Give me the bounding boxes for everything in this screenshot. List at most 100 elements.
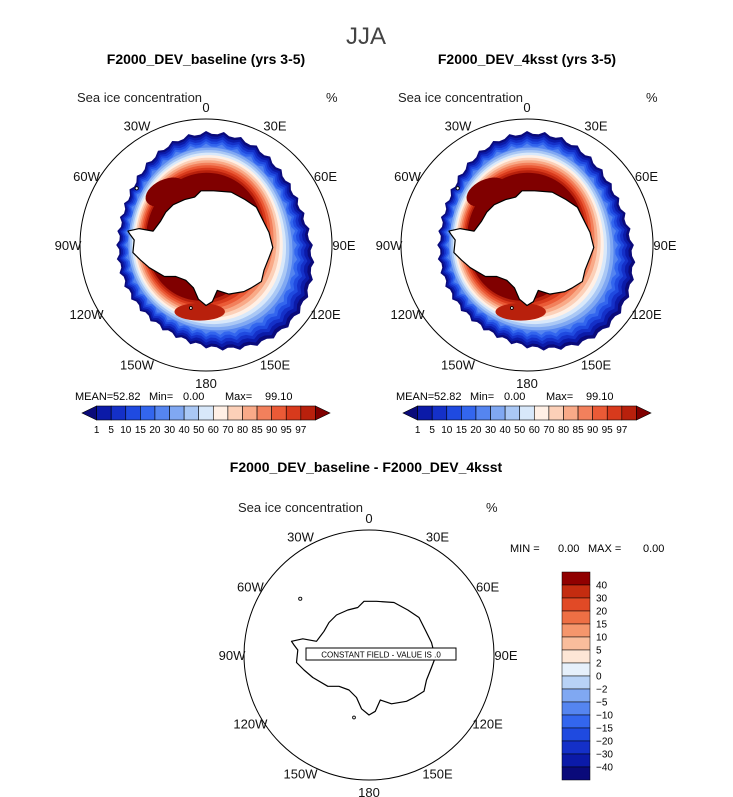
lon-label: 30W <box>124 119 151 134</box>
lon-label: 0 <box>365 511 372 526</box>
variable-label: Sea ice concentration <box>77 90 202 105</box>
antarctica-outline <box>127 190 274 307</box>
colorbar-tick-label: 10 <box>120 425 132 436</box>
stats-line: MEAN= 52.82 Min= 0.00 Max= 99.10 <box>396 391 614 403</box>
lon-label: 90W <box>376 238 403 253</box>
ross-high <box>495 302 546 321</box>
map-boundary <box>79 118 333 372</box>
colorbar-tick-label: 5 <box>108 425 114 436</box>
colorbar-triangle-low <box>402 405 418 421</box>
colorbar-cell <box>561 688 591 703</box>
constant-field-frame <box>305 647 457 661</box>
panel-title: F2000_DEV_4ksst (yrs 3-5) <box>438 51 616 67</box>
colorbar-cell <box>577 405 593 421</box>
lon-label: 120W <box>391 307 426 322</box>
lon-label: 30E <box>263 119 286 134</box>
max-label: Max= <box>546 391 573 403</box>
colorbar-tick-label: 1 <box>415 425 421 436</box>
lon-label: 0 <box>523 100 530 115</box>
lon-label: 0 <box>202 100 209 115</box>
colorbar-tick-label: 85 <box>573 425 585 436</box>
lon-label: 180 <box>516 376 538 391</box>
mean-label: MEAN= <box>75 391 113 403</box>
colorbar-tick-label: 70 <box>543 425 555 436</box>
island <box>134 186 139 191</box>
colorbar-tick-label: 85 <box>252 425 264 436</box>
colorbar-tick-label: −5 <box>596 698 608 709</box>
island <box>298 596 303 601</box>
colorbar-tick-label: 97 <box>616 425 628 436</box>
lon-label: 30W <box>445 119 472 134</box>
colorbar-tick-label: 30 <box>485 425 497 436</box>
min-label: Min= <box>470 391 494 403</box>
colorbar-tick-label: 80 <box>237 425 249 436</box>
lon-label: 120E <box>631 307 662 322</box>
panel-difference: F2000_DEV_baseline - F2000_DEV_4ksst Sea… <box>219 459 665 797</box>
colorbar-tick-label: 30 <box>164 425 176 436</box>
colorbar-tick-label: −10 <box>596 711 613 722</box>
colorbar-triangle-low <box>81 405 97 421</box>
mean-label: MEAN= <box>396 391 434 403</box>
colorbar-cell <box>561 675 591 690</box>
min-label: MIN = <box>510 543 540 555</box>
colorbar-tick-label: −40 <box>596 763 613 774</box>
lon-label: 180 <box>195 376 217 391</box>
colorbar-tick-label: −30 <box>596 750 613 761</box>
colorbar-cell <box>183 405 200 421</box>
lon-label: 120E <box>472 717 503 732</box>
colorbar-tick-label: 5 <box>596 646 602 657</box>
colorbar-cell <box>561 610 591 625</box>
colorbar-tick-label: 15 <box>135 425 147 436</box>
colorbar: 1 5 10 15 20 30 40 50 60 70 80 85 90 95 97 <box>402 405 652 436</box>
weddell-max <box>466 177 507 207</box>
max-label: Max= <box>225 391 252 403</box>
colorbar-cell <box>169 405 185 421</box>
colorbar-tick-label: 60 <box>208 425 220 436</box>
lon-label: 150W <box>441 358 476 373</box>
lon-label: 150E <box>581 358 612 373</box>
colorbar-cell <box>504 405 521 421</box>
colorbar-tick-label: −15 <box>596 724 613 735</box>
colorbar-cell <box>561 623 591 638</box>
lon-label: 180 <box>358 785 380 797</box>
colorbar-cell <box>417 405 433 421</box>
panel-title: F2000_DEV_baseline - F2000_DEV_4ksst <box>230 459 503 475</box>
min-label: Min= <box>149 391 173 403</box>
colorbar-cell <box>561 649 591 664</box>
lon-label: 90W <box>219 648 246 663</box>
lon-label: 60E <box>314 169 337 184</box>
colorbar-cell <box>110 405 127 421</box>
mean-value: 52.82 <box>434 391 462 403</box>
colorbar-tick-label: 70 <box>222 425 234 436</box>
colorbar-cell <box>519 405 535 421</box>
colorbar-cell <box>561 753 591 768</box>
lon-label: 150W <box>284 767 319 782</box>
units-label: % <box>646 90 658 105</box>
colorbar-cell <box>256 405 272 421</box>
panel-title: F2000_DEV_baseline (yrs 3-5) <box>107 51 305 67</box>
lon-label: 90W <box>55 238 82 253</box>
colorbar-tick-label: 40 <box>500 425 512 436</box>
colorbar-cell <box>561 597 591 612</box>
ross-high <box>174 302 225 321</box>
colorbar-triangle-high <box>315 405 331 421</box>
polar-map: 0 30E 60E 90E 120E 150E 180 150W 120W 90W 60W 30W <box>376 100 677 391</box>
colorbar-tick-label: 90 <box>266 425 278 436</box>
colorbar-cell <box>561 714 591 729</box>
colorbar-cell <box>125 405 141 421</box>
antarctica-outline <box>448 190 595 307</box>
lon-label: 120E <box>310 307 341 322</box>
colorbar-tick-label: 95 <box>602 425 614 436</box>
polar-map: 0 30E 60E 90E 120E 150E 180 150W 120W 90W 60W 30W <box>55 100 356 391</box>
min-value: 0.00 <box>183 391 204 403</box>
colorbar-cell <box>431 405 448 421</box>
figure-title: JJA <box>346 23 386 50</box>
panel-4ksst: F2000_DEV_4ksst (yrs 3-5) Sea ice concen… <box>376 51 677 436</box>
colorbar-cell <box>285 405 302 421</box>
colorbar-tick-label: 90 <box>587 425 599 436</box>
units-label: % <box>486 500 498 515</box>
max-value: 99.10 <box>586 391 614 403</box>
panel-baseline: F2000_DEV_baseline (yrs 3-5) Sea ice con… <box>55 51 356 436</box>
